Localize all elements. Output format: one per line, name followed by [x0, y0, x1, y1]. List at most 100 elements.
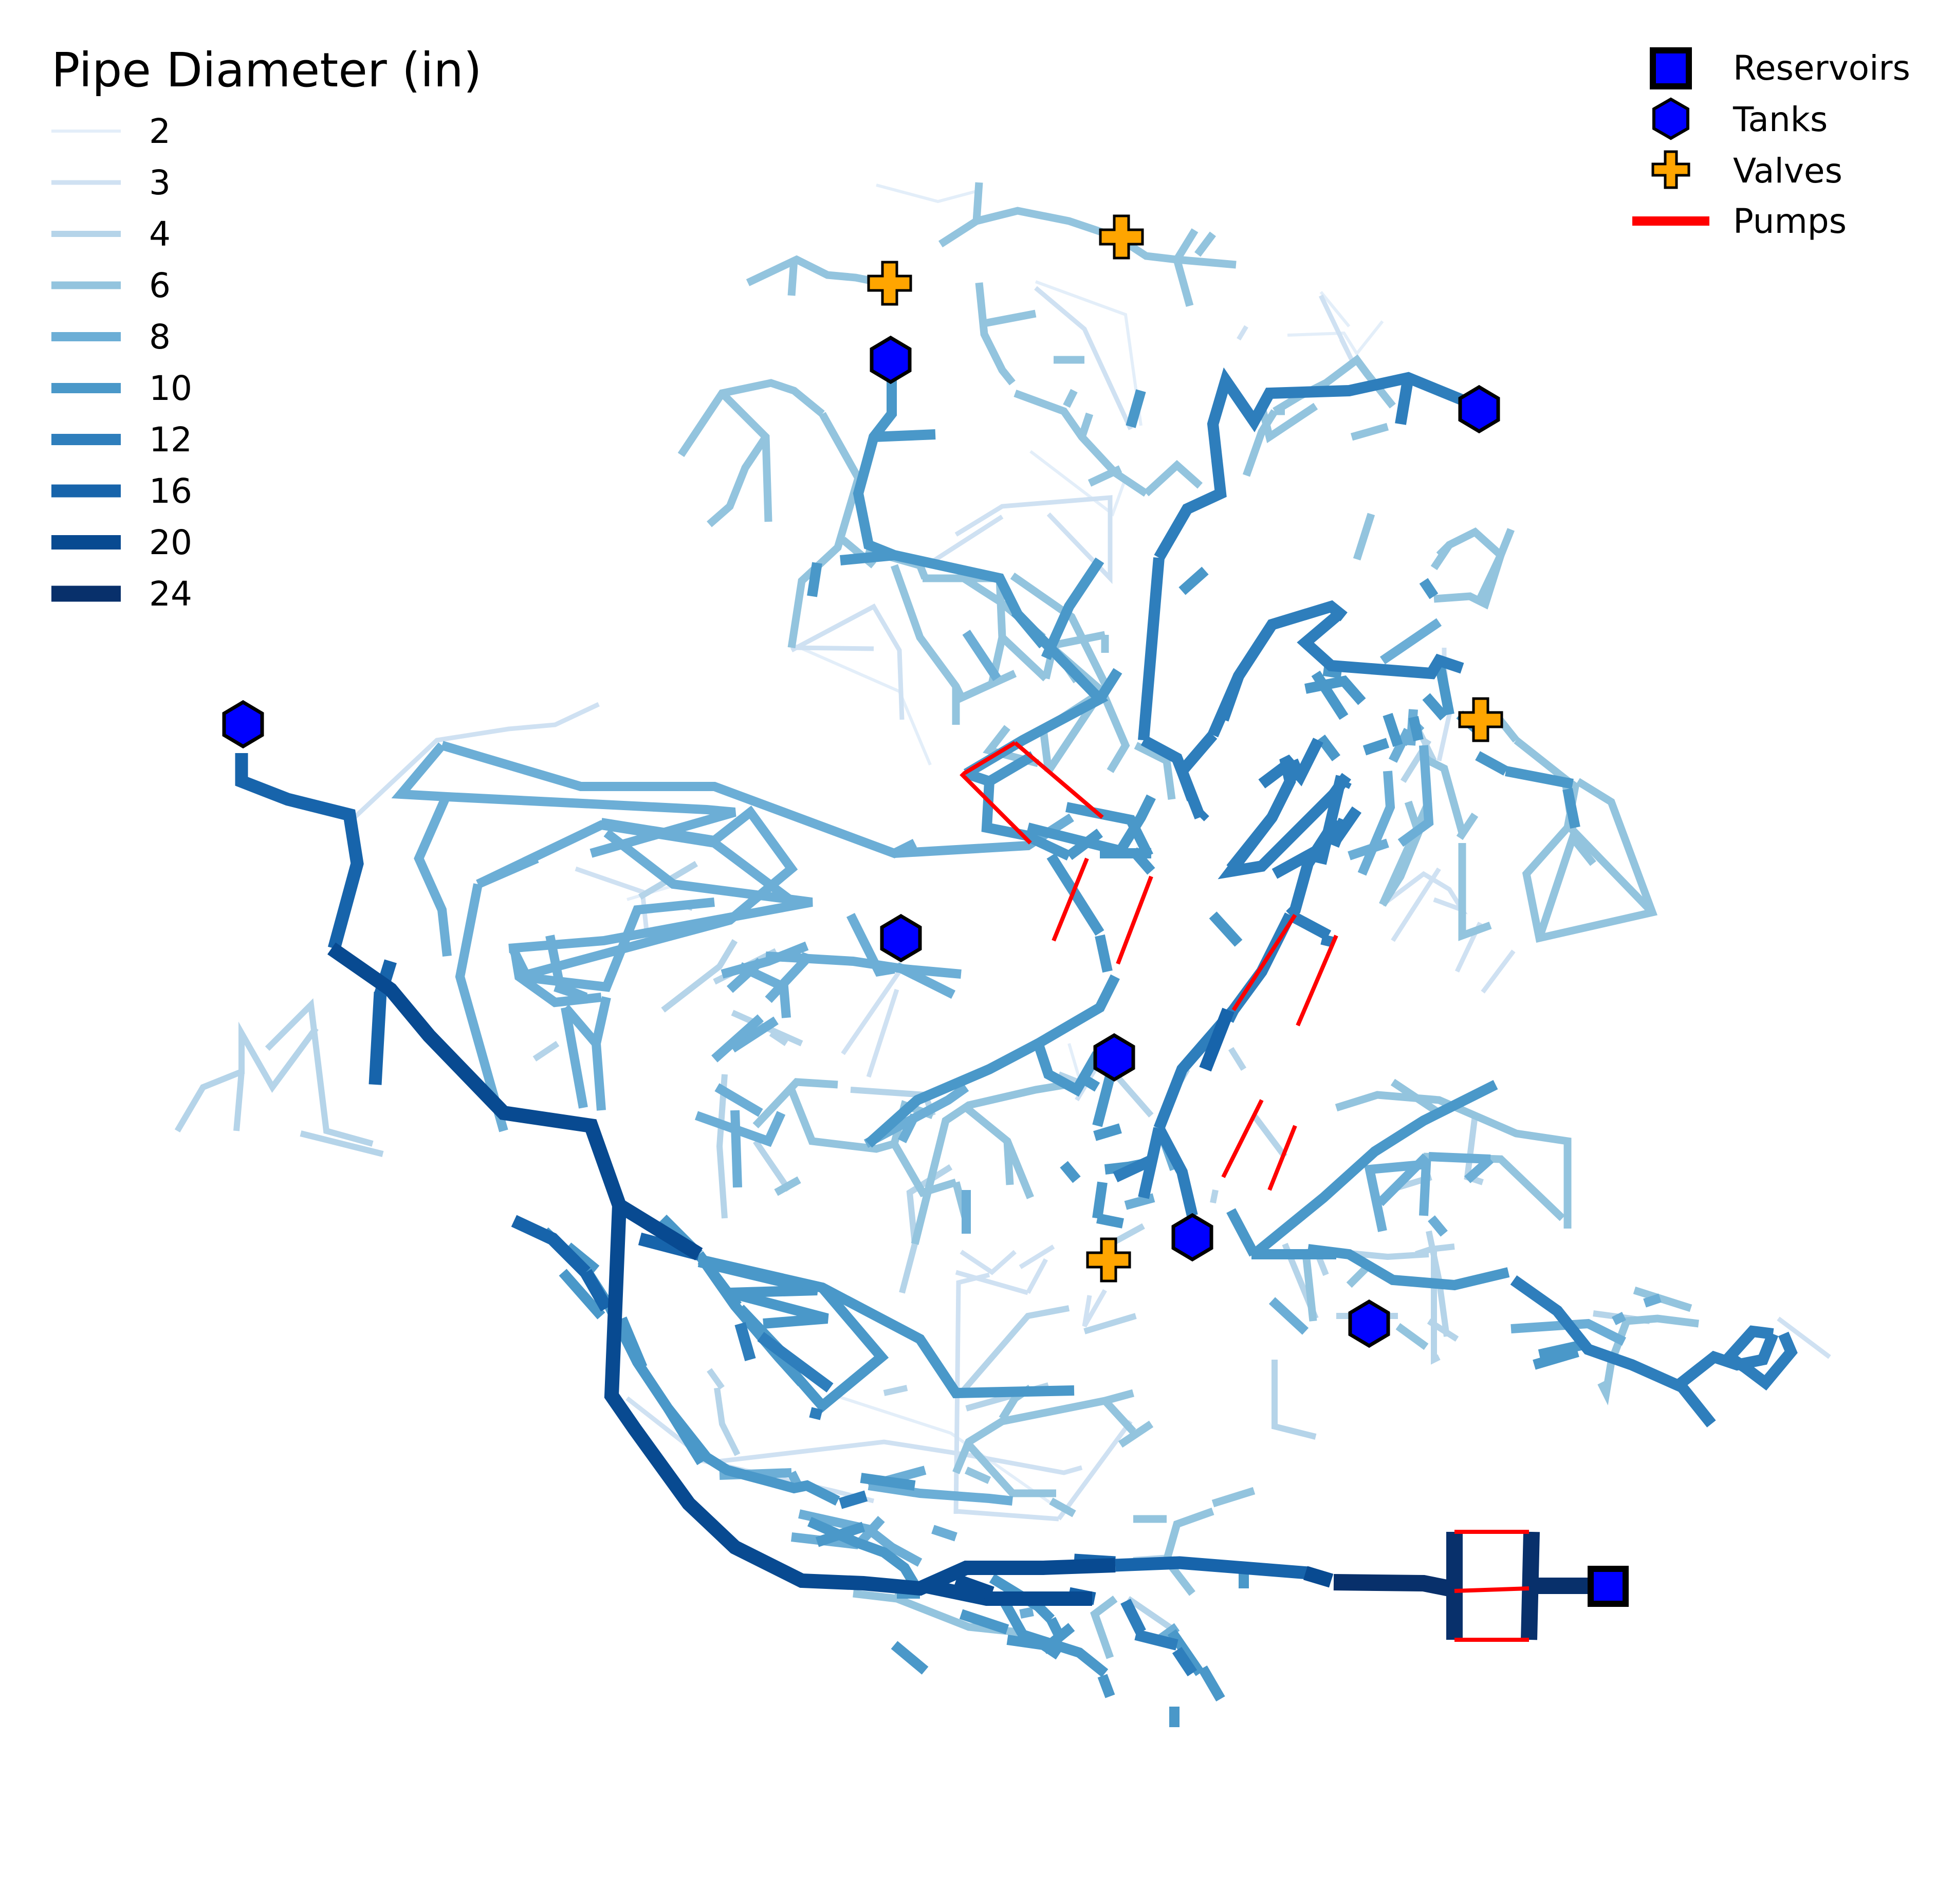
pipe: [1173, 228, 1199, 262]
pipe: [1035, 280, 1143, 426]
pipe: [1464, 1156, 1494, 1183]
tank-marker: [222, 700, 264, 749]
pipe: [1510, 1319, 1627, 1346]
pipe: [1063, 389, 1078, 408]
pipe: [716, 1074, 728, 1219]
pipe: [235, 753, 364, 950]
pipe: [559, 1269, 605, 1320]
pipe: [1124, 1193, 1155, 1210]
pipe: [369, 992, 387, 1085]
pipe: [989, 1573, 1055, 1623]
pipe: [1097, 1674, 1115, 1698]
pipe: [1175, 731, 1218, 801]
pipe: [959, 1305, 1070, 1395]
pipe: [1381, 871, 1468, 914]
pipe: [1162, 1507, 1214, 1596]
pipe: [476, 820, 800, 909]
pipe: [1395, 377, 1414, 425]
pipe: [788, 1088, 957, 1197]
pipe: [1423, 1152, 1565, 1221]
pipe: [1003, 1141, 1014, 1185]
pipe: [617, 1316, 648, 1369]
legend-entry-8in: 8: [51, 317, 171, 357]
pipe: [414, 792, 452, 957]
reservoirs: [1588, 1566, 1629, 1607]
pipe: [1078, 412, 1094, 438]
pipe: [1154, 378, 1231, 561]
pipe: [1090, 1596, 1118, 1659]
pipe: [1353, 512, 1375, 561]
pipe: [868, 1481, 1013, 1506]
pipe: [1397, 745, 1434, 847]
legend-label: 4: [149, 214, 171, 254]
pipe: [1237, 325, 1248, 341]
legend-entry-tanks: Tanks: [1652, 97, 1828, 140]
tank-marker: [880, 913, 922, 963]
legend-entry-16in: 16: [51, 471, 192, 511]
pipe: [860, 1473, 916, 1491]
legend-label: 2: [149, 112, 171, 151]
pipe: [726, 958, 764, 993]
pipe: [963, 1439, 1056, 1497]
legend-entry-24in: 24: [51, 574, 192, 614]
pipe: [897, 1113, 919, 1144]
element-legend: Reservoirs Tanks Valves Pumps: [1632, 47, 1910, 241]
valves: [867, 214, 1503, 1283]
pipe: [1198, 1665, 1225, 1702]
pipe: [1118, 1420, 1154, 1448]
pipe-network: [174, 182, 1831, 1727]
pipe: [1242, 409, 1278, 477]
pipe: [508, 829, 813, 953]
pipe: [1172, 1646, 1197, 1677]
pipe: [1408, 716, 1424, 742]
pipe: [1322, 666, 1342, 679]
pipe: [1428, 1215, 1448, 1237]
pipe: [866, 988, 899, 1078]
pipe: [695, 1251, 742, 1309]
pipe: [954, 495, 1113, 584]
pipe: [1046, 853, 1104, 936]
pipe: [1209, 911, 1243, 947]
pipes-8in: [391, 618, 1662, 1644]
valve-marker: [1086, 1237, 1131, 1283]
pipe: [1115, 1556, 1333, 1587]
pipe: [1475, 751, 1508, 776]
pipe: [661, 939, 738, 1013]
pipe: [838, 1490, 868, 1509]
pipe: [1083, 1313, 1137, 1334]
pipe: [1114, 1223, 1145, 1244]
pipe: [1388, 727, 1413, 763]
pipe: [1287, 320, 1384, 357]
hexagon-icon: [1652, 97, 1689, 140]
pipe: [1428, 1152, 1491, 1164]
pipe: [1226, 814, 1277, 872]
legend-entry-valves: Valves: [1651, 150, 1843, 191]
pipe: [952, 1389, 1134, 1474]
pipe: [1095, 934, 1113, 973]
pipe: [1096, 1213, 1124, 1229]
pipe: [1390, 1078, 1442, 1116]
pipe: [1095, 668, 1122, 702]
legend-entry-3in: 3: [51, 163, 171, 203]
legend-label: 16: [149, 471, 192, 511]
legend-entry-pumps: Pumps: [1632, 202, 1847, 241]
pipe: [615, 1199, 703, 1260]
pipe: [677, 379, 825, 457]
pipe: [906, 1164, 953, 1244]
pipe: [1297, 610, 1464, 680]
pipes-6in: [677, 182, 1699, 1659]
pipes-10in: [541, 368, 1587, 1727]
pipe: [1178, 566, 1209, 595]
pipe: [1099, 690, 1130, 773]
pipe: [1339, 779, 1352, 789]
pipe: [1199, 1008, 1235, 1072]
pipe: [707, 434, 769, 527]
pump: [1267, 1125, 1297, 1191]
pipe: [1357, 771, 1395, 876]
pipe: [738, 962, 791, 1018]
pipe: [1272, 1360, 1317, 1440]
pipe: [975, 282, 1016, 386]
pipe: [1643, 1293, 1662, 1308]
pump: [962, 741, 1017, 776]
pipe: [794, 645, 874, 651]
